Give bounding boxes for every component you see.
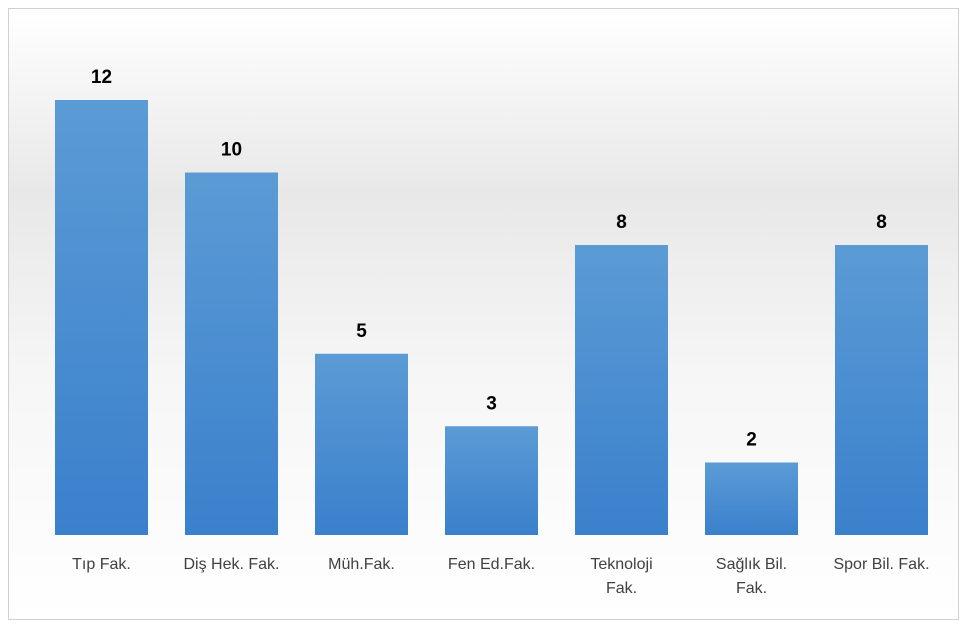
value-label: 10 [221, 140, 242, 161]
value-label: 12 [91, 67, 112, 88]
value-label: 5 [356, 321, 367, 342]
x-tick-label: Teknoloji Fak. [590, 556, 653, 597]
value-label: 3 [486, 393, 497, 414]
value-label: 8 [876, 212, 887, 233]
bar [445, 426, 538, 535]
bar [55, 100, 148, 535]
x-tick-label: Müh.Fak. [328, 556, 395, 573]
bar [575, 245, 668, 535]
value-label: 2 [746, 430, 757, 451]
bar [185, 172, 278, 535]
value-label: 8 [616, 212, 627, 233]
x-tick-label: Diş Hek. Fak. [183, 556, 280, 573]
x-tick-label: Spor Bil. Fak. [833, 556, 930, 573]
bar [835, 245, 928, 535]
bar [705, 462, 798, 535]
bar [315, 353, 408, 535]
x-tick-label: Tıp Fak. [72, 556, 131, 573]
x-tick-label: Fen Ed.Fak. [447, 556, 536, 573]
x-tick-label: Sağlık Bil. Fak. [715, 556, 788, 597]
